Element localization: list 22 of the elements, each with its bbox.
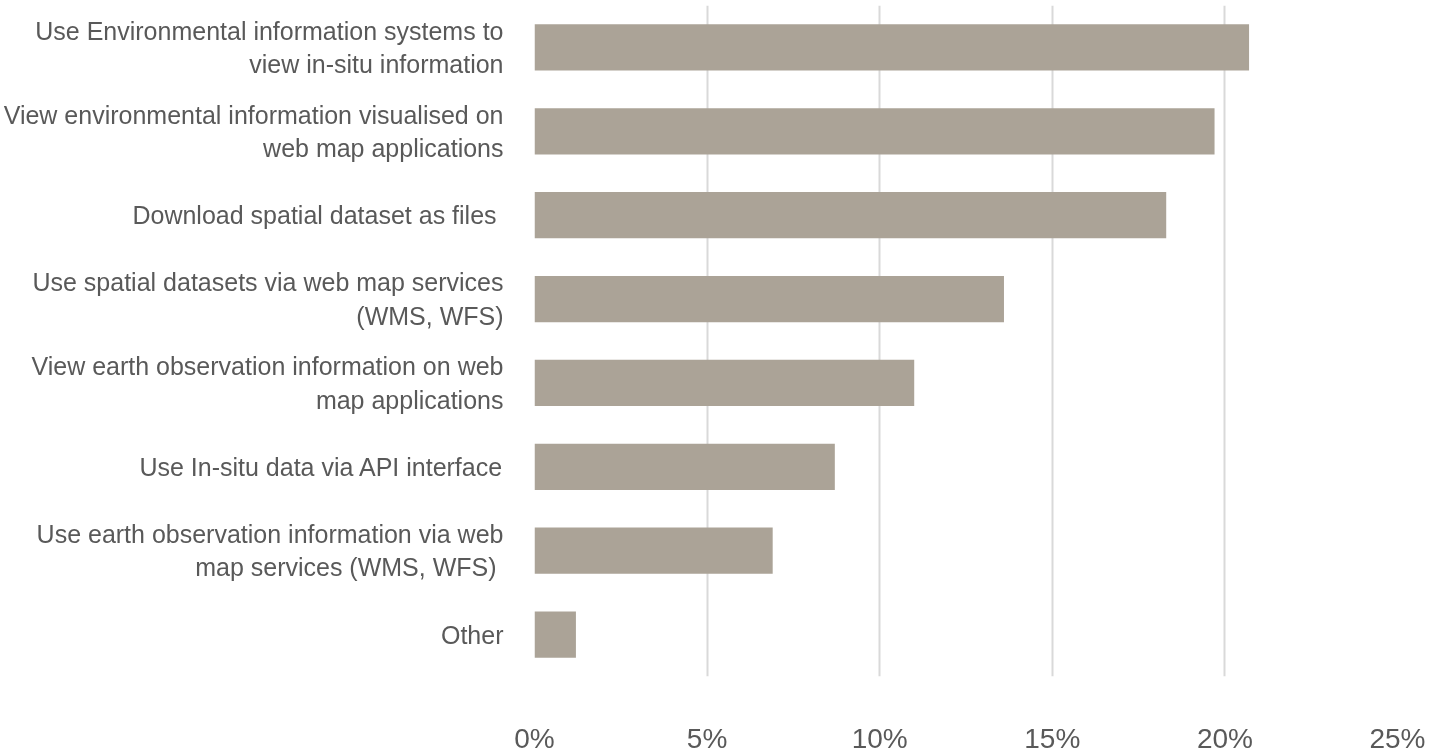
bar — [534, 108, 1215, 155]
x-tick-label: 10% — [851, 722, 908, 754]
x-tick-label: 5% — [686, 722, 728, 754]
y-tick-label: View environmental information visualised on web map applications — [3, 100, 504, 163]
bar — [534, 276, 1004, 323]
bar — [534, 359, 915, 406]
x-tick-label: 25% — [1369, 722, 1426, 754]
bar — [534, 24, 1250, 71]
x-tick-label: 15% — [1024, 722, 1081, 754]
y-tick-label: Use Environmental information systems to view in-situ information — [35, 16, 504, 79]
y-tick-label: View earth observation information on web map applications — [31, 352, 504, 414]
y-tick-label: Download spatial dataset as files — [132, 201, 497, 230]
y-tick-label: Use spatial datasets via web map services (WMS, WFS) — [32, 268, 504, 330]
y-tick-label: Use In-situ data via API interface — [139, 452, 503, 481]
y-tick-label: Use earth observation information via web map services (WMS, WFS) — [36, 519, 504, 582]
y-tick-label: Other — [440, 620, 504, 649]
x-tick-label: 0% — [514, 722, 555, 754]
bar — [534, 192, 1167, 239]
bar — [534, 443, 835, 490]
bar — [534, 527, 773, 574]
bar — [534, 611, 576, 658]
x-tick-label: 20% — [1196, 722, 1253, 754]
